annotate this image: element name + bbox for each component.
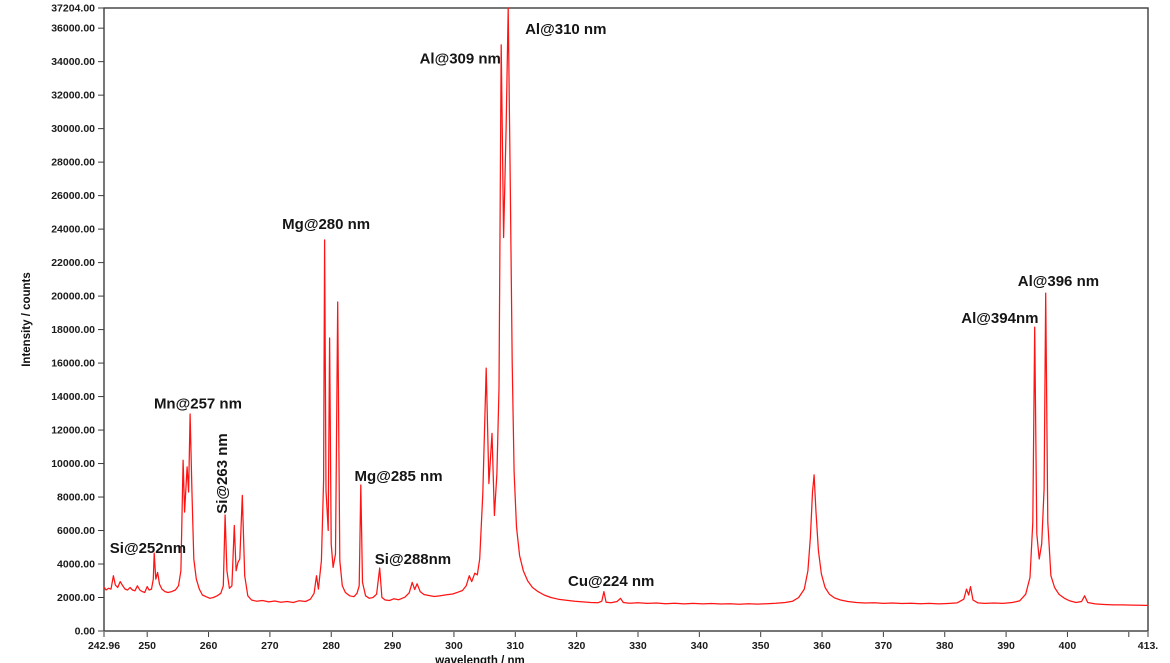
peak-annotation: Al@394nm [961, 310, 1038, 327]
x-tick-label: 320 [568, 640, 586, 652]
x-tick-label: 250 [138, 640, 156, 652]
y-tick-label: 22000.00 [51, 257, 95, 269]
peak-annotation: Cu@224 nm [568, 573, 654, 590]
y-tick-label: 30000.00 [51, 123, 95, 135]
y-tick-label: 32000.00 [51, 90, 95, 102]
peak-annotation: Si@288nm [375, 551, 451, 568]
x-tick-label: 280 [322, 640, 340, 652]
x-tick-label: 290 [384, 640, 402, 652]
x-axis-title: wavelength / nm [434, 655, 524, 663]
y-tick-label: 28000.00 [51, 157, 95, 169]
peak-annotation: Mg@285 nm [355, 468, 443, 485]
y-tick-label: 34000.00 [51, 56, 95, 68]
x-tick-label: 310 [507, 640, 525, 652]
peak-annotation: Al@309 nm [420, 50, 501, 67]
y-tick-label: 26000.00 [51, 190, 95, 202]
x-tick-label: 330 [629, 640, 647, 652]
y-tick-label: 20000.00 [51, 291, 95, 303]
x-tick-label: 350 [752, 640, 770, 652]
x-tick-label: 390 [997, 640, 1015, 652]
x-tick-label: 242.96 [88, 640, 120, 652]
x-tick-label: 360 [813, 640, 831, 652]
y-tick-label: 10000.00 [51, 458, 95, 470]
y-tick-label: 16000.00 [51, 358, 95, 370]
x-tick-label: 370 [875, 640, 893, 652]
y-tick-label: 6000.00 [57, 525, 95, 537]
x-tick-label: 380 [936, 640, 954, 652]
y-tick-label: 14000.00 [51, 391, 95, 403]
peak-annotation: Mn@257 nm [154, 395, 242, 412]
peak-annotation: Al@310 nm [525, 21, 606, 38]
x-tick-label: 400 [1059, 640, 1077, 652]
y-tick-label: 37204.00 [51, 3, 95, 15]
y-tick-label: 8000.00 [57, 492, 95, 504]
peak-annotation: Si@263 nm [214, 433, 231, 514]
y-tick-label: 4000.00 [57, 559, 95, 571]
peak-annotation: Si@252nm [110, 540, 186, 557]
y-tick-label: 18000.00 [51, 324, 95, 336]
y-axis-title: Intensity / counts [21, 272, 33, 367]
plot-border [103, 7, 1149, 632]
x-tick-label: 300 [445, 640, 463, 652]
x-tick-label: 260 [200, 640, 218, 652]
x-tick-label: 413. [1138, 640, 1159, 652]
y-tick-label: 36000.00 [51, 23, 95, 35]
x-tick-label: 270 [261, 640, 279, 652]
y-tick-label: 2000.00 [57, 592, 95, 604]
x-tick-label: 340 [691, 640, 709, 652]
spectrum-line [103, 7, 1149, 607]
peak-annotation: Al@396 nm [1018, 273, 1099, 290]
peak-annotation: Mg@280 nm [282, 216, 370, 233]
y-tick-label: 12000.00 [51, 425, 95, 437]
y-tick-label: 0.00 [75, 626, 96, 638]
y-tick-label: 24000.00 [51, 224, 95, 236]
